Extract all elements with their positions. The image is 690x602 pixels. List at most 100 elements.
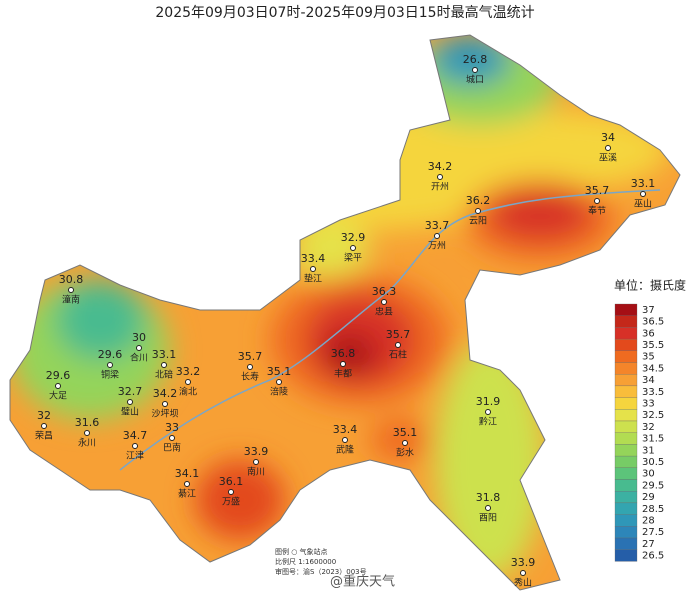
station-value: 34 — [601, 131, 615, 144]
station-name: 大足 — [49, 390, 67, 402]
station-name: 巫溪 — [599, 152, 617, 164]
legend-label: 27 — [642, 539, 655, 550]
station-value: 34.1 — [175, 467, 200, 480]
legend-label: 36 — [642, 328, 655, 339]
station-dot — [228, 489, 234, 495]
station-dot — [41, 423, 47, 429]
legend-swatch — [614, 338, 638, 351]
station-name: 石柱 — [389, 349, 407, 361]
station-value: 35.1 — [393, 426, 418, 439]
station-dot — [132, 443, 138, 449]
station-value: 33.2 — [176, 365, 201, 378]
station-name: 万州 — [428, 241, 446, 252]
station-value: 36.1 — [219, 475, 244, 488]
station-dot — [520, 570, 526, 576]
legend-label: 34.5 — [642, 363, 664, 374]
station-dot — [107, 362, 113, 368]
river — [119, 189, 661, 471]
station-value: 35.7 — [238, 350, 263, 363]
legend-label: 26.5 — [642, 551, 664, 562]
station-dot — [350, 245, 356, 251]
legend-label: 36.5 — [642, 317, 664, 328]
map-note: 审图号：渝S（2023）003号 — [275, 567, 367, 576]
station-name: 奉节 — [588, 205, 606, 217]
station-dot — [127, 399, 133, 405]
station-name: 璧山 — [121, 406, 139, 418]
station-dot — [276, 379, 282, 385]
station-value: 36.2 — [466, 194, 491, 207]
legend-label: 32 — [642, 422, 655, 433]
legend-swatch — [614, 526, 638, 539]
station-dot — [402, 440, 408, 446]
legend-swatch — [614, 467, 638, 480]
station-name: 万盛 — [222, 496, 240, 508]
station-dot — [472, 67, 478, 73]
station-value: 35.7 — [386, 328, 411, 341]
station-value: 34.7 — [123, 429, 148, 442]
station-name: 开州 — [431, 182, 449, 193]
legend-swatch — [614, 455, 638, 468]
legend-swatch — [614, 537, 638, 550]
station-name: 秀山 — [514, 577, 532, 589]
station-value: 26.8 — [463, 53, 488, 66]
legend-swatch — [614, 420, 638, 433]
station-name: 巫山 — [634, 199, 652, 210]
station-value: 33.4 — [301, 252, 326, 265]
station-value: 34.2 — [153, 387, 178, 400]
station-name: 潼南 — [62, 294, 80, 306]
station-value: 32.7 — [118, 385, 143, 398]
station-value: 35.1 — [267, 365, 292, 378]
legend-label: 29 — [642, 492, 655, 503]
station-value: 33.1 — [631, 177, 656, 190]
station-name: 黔江 — [479, 416, 497, 428]
stations: 26.8 城口 34 巫溪 33.1 巫山 34.2 开州 36.2 云阳 35.7 奉节 33.7 万州… — [35, 53, 655, 589]
station-name: 荣昌 — [35, 430, 53, 442]
station-value: 36.8 — [331, 347, 356, 360]
station-dot — [640, 191, 646, 197]
station-name: 云阳 — [469, 216, 487, 227]
station-value: 33 — [165, 421, 179, 434]
station-value: 29.6 — [46, 369, 71, 382]
station-value: 30.8 — [59, 273, 84, 286]
station-value: 36.3 — [372, 285, 397, 298]
legend-swatch — [614, 397, 638, 410]
station-name: 丰都 — [334, 368, 352, 380]
station-dot — [342, 437, 348, 443]
station-dot — [162, 401, 168, 407]
legend-swatch — [614, 549, 638, 562]
station-value: 33.1 — [152, 348, 177, 361]
station-dot — [594, 198, 600, 204]
map-note: 比例尺 1:1600000 — [275, 557, 336, 566]
station-value: 32.9 — [341, 231, 366, 244]
legend-swatch — [614, 409, 638, 422]
station-dot — [485, 409, 491, 415]
station-name: 巴南 — [163, 442, 181, 454]
station-name: 长寿 — [241, 371, 259, 383]
station-dot — [247, 364, 253, 370]
legend-label: 30 — [642, 469, 655, 480]
station-name: 城口 — [466, 75, 484, 86]
station-name: 江津 — [126, 451, 144, 462]
legend-swatch — [614, 374, 638, 387]
station-dot — [381, 299, 387, 305]
station-value: 29.6 — [98, 348, 123, 361]
legend-label: 35 — [642, 352, 655, 363]
legend-swatch — [614, 350, 638, 363]
legend-label: 28 — [642, 515, 655, 526]
legend-label: 37 — [642, 305, 655, 316]
station-value: 34.2 — [428, 160, 453, 173]
station-name: 垫江 — [304, 273, 322, 285]
station-dot — [169, 435, 175, 441]
station-name: 合川 — [130, 352, 148, 364]
station-value: 31.9 — [476, 395, 501, 408]
legend-label: 29.5 — [642, 480, 664, 491]
legend-swatch — [614, 303, 638, 316]
legend-swatch — [614, 327, 638, 340]
legend-swatch — [614, 491, 638, 504]
legend-label: 31.5 — [642, 434, 664, 445]
station-value: 33.9 — [511, 556, 536, 569]
legend-label: 31 — [642, 445, 655, 456]
legend-label: 34 — [642, 375, 655, 386]
station-dot — [340, 361, 346, 367]
